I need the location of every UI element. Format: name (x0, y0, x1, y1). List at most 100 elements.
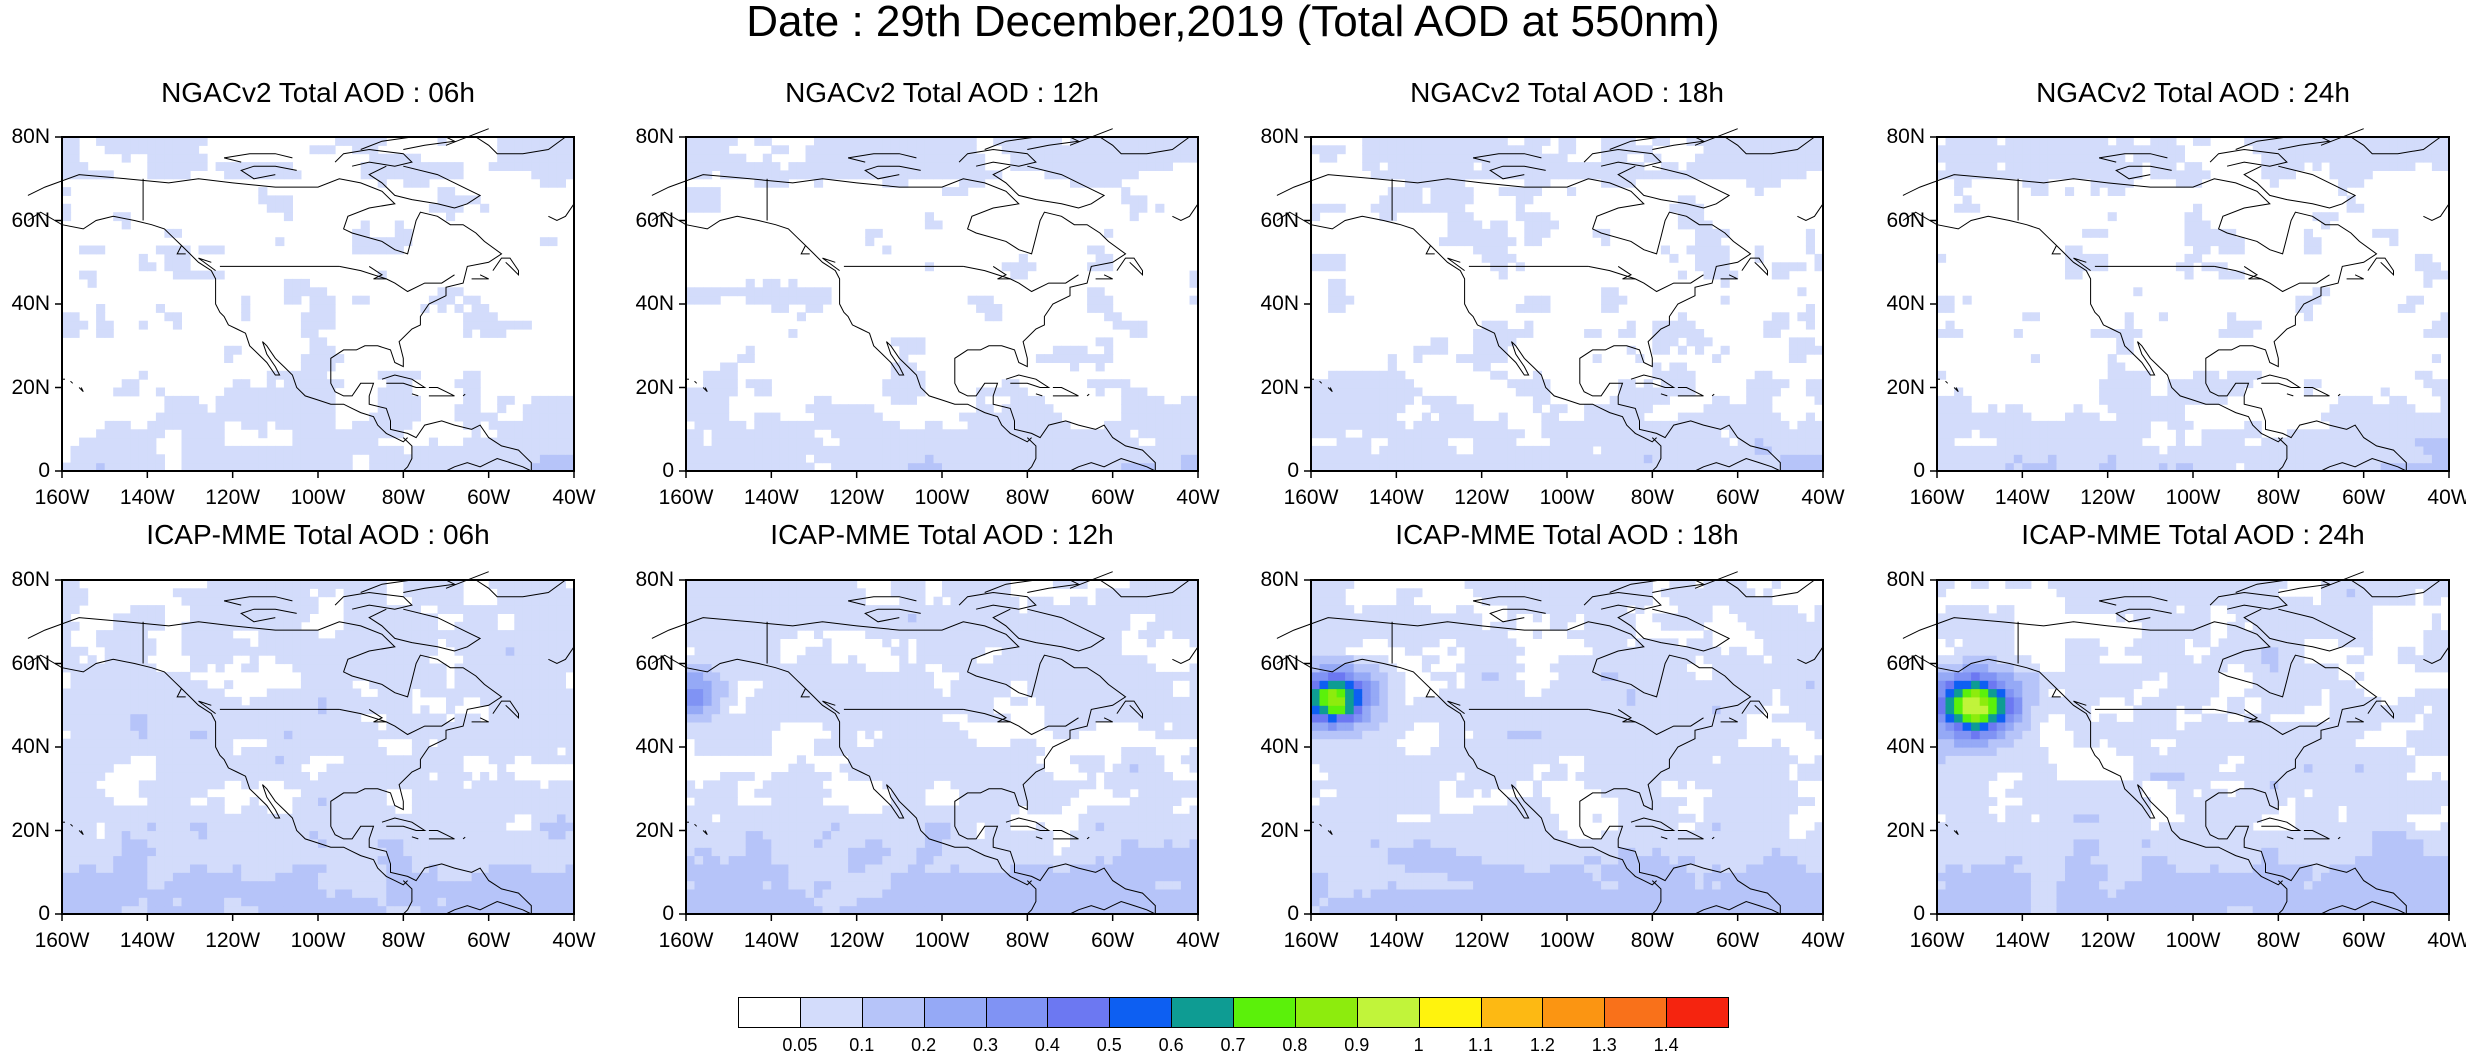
aod-map-icap-mme-06h (27, 571, 575, 921)
coastline (864, 165, 921, 180)
coastline (2337, 836, 2341, 840)
coastline (2320, 457, 2407, 472)
coastline (1902, 617, 2407, 914)
colorbar-label: 0.1 (849, 1035, 875, 1055)
colorbar-swatch (1356, 997, 1420, 1028)
coastline (1116, 257, 1143, 276)
coastline (223, 153, 293, 163)
coastline (1617, 165, 1731, 209)
x-tick-label: 40W (552, 929, 596, 952)
coastline (176, 245, 186, 255)
y-tick-label: 20N (11, 818, 50, 842)
x-tick-label: 120W (829, 486, 885, 509)
coastline (334, 591, 413, 610)
colorbar-swatch (1047, 997, 1111, 1028)
aod-map-ngacv2-12h (651, 128, 1199, 478)
coastline (2098, 153, 2168, 163)
coastline (339, 265, 455, 293)
x-tick-label: 80W (2256, 486, 2300, 509)
coastline (1095, 274, 1113, 280)
y-tick-label: 80N (635, 568, 674, 591)
coastline (1005, 817, 1051, 831)
x-tick-label: 80W (381, 486, 425, 509)
coastline (2243, 608, 2357, 652)
coastline (2051, 245, 2061, 255)
aod-map-ngacv2-06h (27, 128, 575, 478)
x-tick-label: 140W (1994, 486, 2050, 509)
x-tick-label: 40W (2427, 486, 2466, 509)
coastline (70, 823, 74, 827)
coastline (2367, 700, 2394, 719)
x-tick-label: 80W (1630, 929, 1674, 952)
coastline (1953, 830, 1959, 836)
coastline (1945, 380, 1949, 384)
coastline (1945, 823, 1949, 827)
coastline (651, 654, 1032, 886)
colorbar-swatch (1604, 997, 1668, 1028)
coastline (1026, 437, 1037, 472)
aod-map-icap-mme-12h (651, 571, 1199, 921)
x-tick-label: 100W (2165, 486, 2221, 509)
coastline (958, 148, 1037, 167)
coastline (2277, 437, 2288, 472)
coastline (992, 165, 1106, 209)
coastline (1447, 257, 1465, 272)
x-tick-label: 140W (119, 929, 175, 952)
colorbar-label: 0.3 (972, 1035, 999, 1055)
coastline (1319, 380, 1323, 384)
coastline (1099, 579, 1190, 598)
coastline (445, 900, 532, 915)
colorbar-swatch (1109, 997, 1173, 1028)
coastline (411, 836, 419, 840)
coastline (1720, 274, 1738, 280)
coastline (800, 245, 810, 255)
coastline (1694, 457, 1781, 472)
coastline (381, 374, 427, 388)
coastline (462, 836, 466, 840)
colorbar-swatch (1233, 997, 1296, 1028)
y-tick-label: 40N (1886, 292, 1925, 315)
y-tick-label: 20N (1260, 818, 1299, 842)
y-tick-label: 0 (1287, 459, 1299, 482)
coastline (2350, 136, 2441, 155)
x-tick-label: 140W (1368, 929, 1424, 952)
y-tick-label: 40N (635, 735, 674, 758)
coastline (702, 830, 708, 836)
coastline (1086, 836, 1090, 840)
coastline (2098, 596, 2168, 606)
x-tick-label: 140W (743, 486, 799, 509)
coastline (1319, 823, 1323, 827)
x-tick-label: 60W (2342, 486, 2386, 509)
coastline (2243, 708, 2262, 723)
x-tick-label: 100W (1539, 486, 1595, 509)
coastline (1797, 203, 1824, 222)
coastline (339, 708, 455, 736)
coastline (548, 203, 575, 222)
coastline (1425, 245, 1435, 255)
coastline (70, 380, 74, 384)
x-tick-label: 160W (1283, 486, 1339, 509)
coastline (475, 136, 566, 155)
aod-map-icap-mme-18h (1276, 571, 1824, 921)
colorbar-label: 1.3 (1591, 1035, 1617, 1055)
aod-shading (686, 137, 1199, 472)
coastline (1660, 836, 1668, 840)
y-tick-label: 40N (11, 292, 50, 315)
coastline (1026, 880, 1037, 915)
coastline (411, 393, 419, 397)
coastline (1005, 374, 1051, 388)
coastline (2073, 700, 2091, 715)
coastline (492, 700, 519, 719)
panel-title: NGACv2 Total AOD : 12h (785, 77, 1099, 108)
coastline (2243, 165, 2357, 209)
coastline (1677, 387, 1704, 397)
colorbar-label: 0.7 (1220, 1035, 1246, 1055)
coastline (240, 165, 297, 180)
coastline (1425, 688, 1435, 698)
x-tick-label: 120W (205, 929, 261, 952)
x-tick-label: 140W (1368, 486, 1424, 509)
coastline (1651, 437, 1662, 472)
coastline (1660, 393, 1668, 397)
x-tick-label: 120W (1454, 486, 1510, 509)
